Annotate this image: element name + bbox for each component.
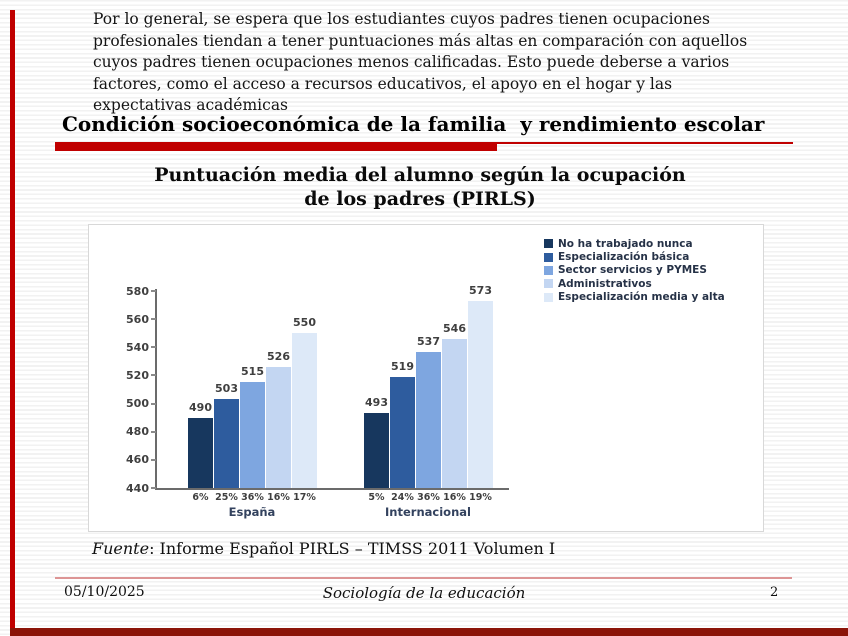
y-tick-label: 580 (126, 284, 149, 298)
bar-value-label: 493 (365, 396, 388, 410)
chart-legend: No ha trabajado nunca Especialización bás… (544, 237, 725, 304)
bar-value-label: 537 (417, 334, 440, 348)
bar-pct-label: 36% (417, 492, 440, 503)
y-tick-label: 480 (126, 425, 149, 439)
bar-pct-label: 16% (267, 492, 290, 503)
chart-title: Puntuación media del alumno según la ocu… (90, 164, 750, 211)
y-tick-mark (151, 290, 156, 292)
bar-value-label: 526 (267, 349, 290, 363)
legend-label: Especialización media y alta (558, 291, 725, 304)
footer-divider (55, 577, 792, 579)
legend-item: Administrativos (544, 277, 725, 290)
chart-plot: 440 460 480 500 520 540 560 580 490 6% 503 25% 515 36… (89, 225, 763, 531)
bottom-accent-bar (10, 628, 848, 636)
bar (468, 300, 493, 488)
title-underline-thin (497, 142, 793, 144)
legend-label: Especialización básica (558, 251, 690, 264)
y-tick-label: 540 (126, 340, 149, 354)
bar-pct-label: 17% (293, 492, 316, 503)
bar-pct-label: 19% (469, 492, 492, 503)
chart-title-line1: Puntuación media del alumno según la ocu… (154, 164, 686, 186)
chart-panel: 440 460 480 500 520 540 560 580 490 6% 503 25% 515 36… (88, 224, 764, 532)
source-text: : Informe Español PIRLS – TIMSS 2011 Vol… (149, 539, 556, 558)
category-label: España (228, 505, 276, 519)
bar-value-label: 503 (215, 382, 238, 396)
left-accent-bar (10, 10, 15, 628)
bar-value-label: 573 (469, 283, 492, 297)
intro-paragraph: Por lo general, se espera que los estudi… (93, 10, 748, 114)
bar (188, 417, 213, 488)
legend-swatch (544, 252, 553, 262)
bar-value-label: 546 (443, 321, 466, 335)
bar (214, 399, 239, 488)
footer-date: 05/10/2025 (64, 584, 145, 600)
legend-label: Administrativos (558, 277, 652, 290)
footer-page-number: 2 (770, 585, 779, 600)
bar (266, 366, 291, 488)
bar-pct-label: 6% (192, 492, 209, 503)
y-tick-label: 440 (126, 481, 149, 495)
legend-swatch (544, 265, 553, 275)
legend-label: Sector servicios y PYMES (558, 264, 707, 277)
legend-swatch (544, 292, 553, 302)
bar-value-label: 490 (189, 400, 212, 414)
y-tick-mark (151, 430, 156, 433)
source-label: Fuente (92, 539, 150, 558)
chart-title-line2: de los padres (PIRLS) (304, 187, 536, 210)
bar-pct-label: 16% (443, 492, 466, 503)
bar (416, 351, 441, 488)
bar-value-label: 519 (391, 359, 414, 373)
bar-value-label: 550 (293, 316, 316, 330)
bar (390, 376, 415, 488)
y-tick-mark (151, 458, 156, 461)
y-tick-mark (151, 374, 156, 377)
y-tick-label: 460 (126, 453, 149, 467)
title-underline-thick (55, 142, 497, 151)
legend-item: Sector servicios y PYMES (544, 264, 725, 277)
bar (240, 382, 265, 488)
bar-pct-label: 24% (391, 492, 414, 503)
legend-item: No ha trabajado nunca (544, 237, 725, 250)
y-axis-line (155, 289, 157, 490)
source-line: Fuente: Informe Español PIRLS – TIMSS 20… (92, 539, 555, 558)
legend-item: Especialización media y alta (544, 291, 725, 304)
category-label: Internacional (385, 505, 471, 519)
y-tick-mark (151, 346, 156, 349)
bar-pct-label: 5% (368, 492, 385, 503)
y-tick-label: 500 (126, 397, 149, 411)
y-tick-label: 560 (126, 312, 149, 326)
bar-pct-label: 36% (241, 492, 264, 503)
legend-label: No ha trabajado nunca (558, 237, 693, 250)
legend-item: Especialización básica (544, 250, 725, 263)
bar (442, 338, 467, 488)
bar (292, 333, 317, 488)
y-tick-mark (151, 402, 156, 405)
y-tick-mark (151, 318, 156, 321)
y-tick-label: 520 (126, 368, 149, 382)
legend-swatch (544, 279, 553, 289)
footer-course-name: Sociología de la educación (322, 584, 526, 602)
y-tick-mark (151, 487, 156, 489)
x-axis-line (155, 488, 509, 490)
legend-swatch (544, 239, 553, 249)
bar-pct-label: 25% (215, 492, 238, 503)
slide-title: Condición socioeconómica de la familia y… (62, 112, 765, 136)
bar (364, 413, 389, 488)
bar-value-label: 515 (241, 365, 264, 379)
